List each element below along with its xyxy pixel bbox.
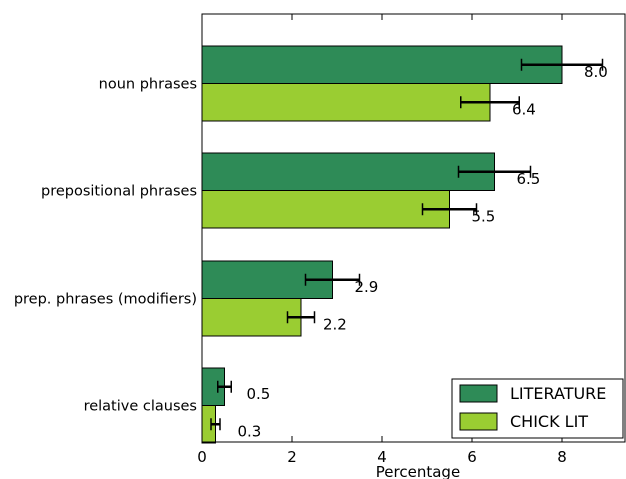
data-label-chick-lit-prepositional-phrases: 5.5	[472, 207, 496, 225]
data-label-literature-relative-clauses: 0.5	[247, 385, 271, 403]
error-bars-layer	[210, 58, 604, 431]
legend-label-literature: LITERATURE	[510, 384, 606, 403]
x-tick-label: 8	[557, 448, 567, 466]
category-label-relative-clauses: relative clauses	[84, 399, 197, 415]
bar-chick-lit-prepositional-phrases	[201, 190, 450, 229]
data-label-literature-noun-phrases: 8.0	[584, 63, 608, 81]
x-axis-title: Percentage	[376, 463, 460, 479]
data-label-chick-lit-relative-clauses: 0.3	[238, 422, 262, 440]
x-tick-label: 0	[197, 448, 207, 466]
legend-label-chick-lit: CHICK LIT	[510, 412, 588, 431]
plot-frame	[201, 13, 626, 443]
error-bar-chick-lit-prep-phrases-modifiers	[286, 311, 316, 324]
x-tick-label: 6	[467, 448, 477, 466]
x-tick-label: 2	[287, 448, 297, 466]
x-axis: 0 2 4 6 8	[197, 14, 567, 466]
category-label-prep-phrases-modifiers: prep. phrases (modifiers)	[14, 292, 197, 308]
x-tick-label: 4	[377, 448, 387, 466]
error-bar-literature-prepositional-phrases	[457, 165, 532, 178]
category-label-noun-phrases: noun phrases	[99, 77, 197, 93]
data-label-chick-lit-prep-phrases-modifiers: 2.2	[323, 315, 347, 333]
error-bar-chick-lit-relative-clauses	[210, 418, 221, 431]
legend-swatch-literature	[459, 384, 498, 403]
legend-swatch-chick-lit	[459, 412, 498, 431]
category-axis: noun phrases prepositional phrases prep. p…	[14, 77, 207, 415]
data-label-literature-prepositional-phrases: 6.5	[517, 170, 541, 188]
error-bar-chick-lit-noun-phrases	[460, 96, 520, 109]
error-bar-literature-relative-clauses	[217, 380, 232, 393]
bar-literature-prepositional-phrases	[201, 152, 495, 191]
error-bar-literature-prep-phrases-modifiers	[304, 273, 361, 286]
error-bar-chick-lit-prepositional-phrases	[421, 203, 478, 216]
data-labels-layer: 8.0 6.4 6.5 5.5 2.9 2.2 0.5 0.3	[238, 63, 608, 441]
data-label-literature-prep-phrases-modifiers: 2.9	[355, 278, 379, 296]
bars-layer	[201, 45, 563, 444]
legend: LITERATURE CHICK LIT	[451, 378, 624, 439]
error-bar-literature-noun-phrases	[520, 58, 604, 71]
data-label-chick-lit-noun-phrases: 6.4	[512, 100, 536, 118]
bar-chick-lit-noun-phrases	[201, 83, 491, 122]
bar-chick-lit-prep-phrases-modifiers	[201, 298, 302, 337]
category-label-prepositional-phrases: prepositional phrases	[41, 184, 197, 200]
bar-literature-noun-phrases	[201, 45, 563, 84]
